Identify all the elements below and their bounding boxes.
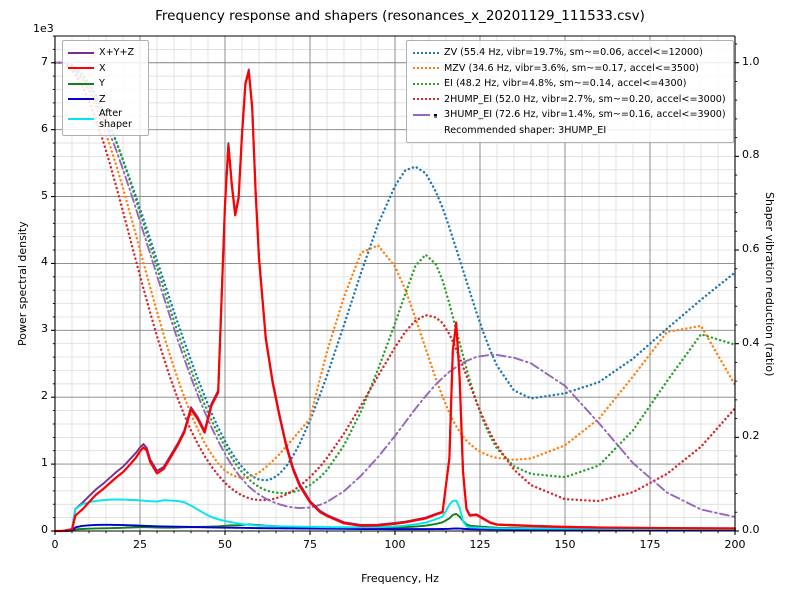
legend-label: ZV (55.4 Hz, vibr=19.7%, sm~=0.06, accel…: [444, 47, 703, 59]
x-axis-label: Frequency, Hz: [361, 572, 439, 585]
y-left-tick-label: 1: [41, 456, 48, 470]
legend-signals[interactable]: X+Y+Z X Y Z After shaper: [62, 40, 149, 136]
axis-ticks: [51, 35, 739, 535]
y-right-tick-label: 0.4: [742, 335, 760, 349]
legend-label: X+Y+Z: [99, 47, 135, 59]
x-tick-label: 200: [724, 538, 746, 551]
y-left-tick-label: 0: [41, 523, 48, 536]
legend-spacer: [413, 125, 439, 135]
y-left-tick-label: 2: [41, 389, 48, 403]
x-tick-label: 50: [218, 538, 232, 551]
legend-swatch: [68, 63, 94, 73]
y-left-tick-label: 5: [41, 188, 48, 202]
recommended-shaper-text: Recommended shaper: 3HUMP_EI: [444, 124, 607, 136]
y-axis-right-label: Shaper vibration reduction (ratio): [763, 191, 776, 376]
legend-swatch: [413, 48, 439, 58]
y-left-tick-label: 4: [41, 255, 48, 269]
psd-curves: [53, 68, 737, 533]
legend-item-x-y-z[interactable]: X+Y+Z: [68, 45, 141, 61]
legend-swatch: [413, 110, 439, 120]
y-right-tick-label: 1.0: [742, 54, 760, 68]
legend-item-z[interactable]: Z: [68, 92, 141, 108]
legend-item-after-shaper[interactable]: After shaper: [68, 107, 141, 131]
legend-swatch: [68, 114, 94, 124]
x-tick-label: 0: [51, 538, 59, 551]
legend-item-zv[interactable]: ZV (55.4 Hz, vibr=19.7%, sm~=0.06, accel…: [413, 45, 726, 61]
x-tick-label: 75: [303, 538, 317, 551]
legend-item-2hump-ei[interactable]: 2HUMP_EI (52.0 Hz, vibr=2.7%, sm~=0.20, …: [413, 92, 726, 108]
series-2hump-ei: [53, 61, 737, 503]
legend-label: Z: [99, 93, 106, 105]
legend-label: 2HUMP_EI (52.0 Hz, vibr=2.7%, sm~=0.20, …: [444, 93, 726, 105]
legend-swatch: [68, 79, 94, 89]
y-right-tick-label: 0.2: [742, 429, 760, 443]
series-after-shaper: [54, 498, 736, 532]
x-tick-label: 125: [469, 538, 491, 551]
page-title: Frequency response and shapers (resonanc…: [155, 8, 645, 24]
legend-label: Y: [99, 78, 105, 90]
legend-item-y[interactable]: Y: [68, 76, 141, 92]
x-tick-label: 25: [133, 538, 147, 551]
legend-swatch: [413, 94, 439, 104]
legend-shapers[interactable]: ZV (55.4 Hz, vibr=19.7%, sm~=0.06, accel…: [406, 40, 734, 143]
legend-label: After shaper: [99, 108, 132, 130]
legend-label: X: [99, 62, 106, 74]
y-axis-exponent-label: 1e3: [33, 22, 54, 35]
y-right-tick-label: 0.6: [742, 242, 760, 256]
y-left-tick-label: 3: [41, 322, 48, 336]
series-ei: [53, 61, 737, 495]
legend-swatch: [413, 79, 439, 89]
y-left-tick-label: 6: [41, 121, 48, 135]
legend-label: EI (48.2 Hz, vibr=4.8%, sm~=0.14, accel<…: [444, 78, 687, 90]
x-tick-label: 100: [384, 538, 406, 551]
legend-item-x[interactable]: X: [68, 61, 141, 77]
legend-label: 3HUMP_EI (72.6 Hz, vibr=1.4%, sm~=0.16, …: [444, 109, 726, 121]
series-zv: [53, 61, 737, 482]
series-z: [54, 523, 736, 532]
series-mzv: [53, 61, 737, 479]
y-left-tick-label: 7: [41, 54, 48, 68]
legend-swatch: [413, 63, 439, 73]
legend-item-ei[interactable]: EI (48.2 Hz, vibr=4.8%, sm~=0.14, accel<…: [413, 76, 726, 92]
legend-label: MZV (34.6 Hz, vibr=3.6%, sm~=0.17, accel…: [444, 62, 699, 74]
series-3hump-ei: [54, 61, 736, 518]
x-tick-label: 150: [554, 538, 576, 551]
y-axis-left-label: Power spectral density: [16, 221, 29, 346]
shaper-curves: [53, 61, 737, 518]
legend-swatch: [68, 48, 94, 58]
y-right-tick-label: 0.8: [742, 148, 760, 162]
series-x: [53, 70, 737, 533]
y-right-tick-label: 0.0: [742, 523, 760, 536]
recommended-shaper-note: Recommended shaper: 3HUMP_EI: [413, 123, 726, 139]
legend-swatch: [68, 94, 94, 104]
x-tick-label: 175: [639, 538, 661, 551]
legend-item-3hump-ei[interactable]: 3HUMP_EI (72.6 Hz, vibr=1.4%, sm~=0.16, …: [413, 107, 726, 123]
legend-item-mzv[interactable]: MZV (34.6 Hz, vibr=3.6%, sm~=0.17, accel…: [413, 61, 726, 77]
